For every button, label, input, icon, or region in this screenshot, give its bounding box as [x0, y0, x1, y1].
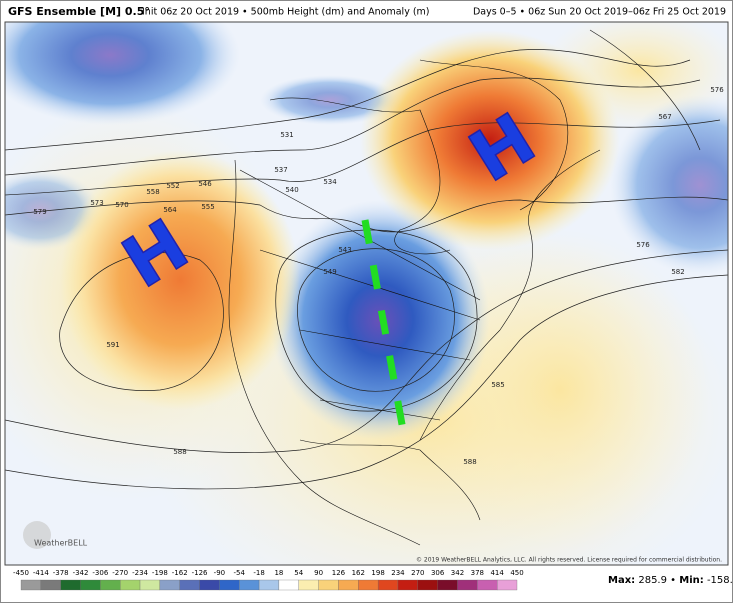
contour-label: 588 [463, 458, 476, 466]
colorbar-label: -450 [13, 569, 29, 577]
colorbar-label: -54 [234, 569, 246, 577]
colorbar-swatch [318, 579, 339, 591]
max-value: 285.9 [638, 575, 667, 586]
colorbar-label: 18 [274, 569, 283, 577]
contour-label: 576 [636, 241, 650, 249]
contour-label: 591 [106, 341, 119, 349]
contour-label: 585 [491, 381, 504, 389]
colorbar-label: 270 [411, 569, 424, 577]
colorbar-swatch [20, 579, 41, 591]
colorbar-label: 126 [332, 569, 346, 577]
colorbar-swatch [338, 579, 359, 591]
contour-label: 570 [115, 201, 128, 209]
contour-label: 582 [671, 268, 684, 276]
colorbar-swatch [437, 579, 458, 591]
colorbar-label: 414 [490, 569, 504, 577]
colorbar-label: 90 [314, 569, 323, 577]
logo: WeatherBELL [34, 539, 88, 548]
colorbar-label: 198 [371, 569, 384, 577]
contour-label: 573 [90, 199, 103, 207]
colorbar-label: 162 [352, 569, 365, 577]
subtitle: Init 06z 20 Oct 2019 • 500mb Height (dm)… [142, 7, 430, 18]
colorbar-label: 378 [471, 569, 484, 577]
colorbar-swatch [278, 579, 299, 591]
colorbar-label: 450 [510, 569, 523, 577]
colorbar-label: -162 [172, 569, 188, 577]
colorbar-swatch [219, 579, 240, 591]
contour-label: 537 [274, 166, 287, 174]
colorbar-label: -126 [192, 569, 208, 577]
contour-label: 558 [146, 188, 159, 196]
colorbar-swatch [159, 579, 180, 591]
colorbar-swatch [40, 579, 61, 591]
separator: • [670, 575, 676, 586]
colorbar-label: -18 [253, 569, 264, 577]
contour-label: 567 [658, 113, 671, 121]
contours [5, 29, 728, 490]
colorbar-label: -306 [92, 569, 108, 577]
colorbar-swatch [258, 579, 280, 591]
contour-label: 534 [323, 178, 337, 186]
map-border [4, 21, 729, 566]
stats: Max: 285.9 • Min: -158.7 [608, 575, 733, 586]
logo-icon [23, 521, 51, 549]
contour-label: 552 [166, 182, 179, 190]
colorbar-label: -90 [214, 569, 225, 577]
colorbar-label: -234 [132, 569, 148, 577]
colorbar-label: -270 [112, 569, 128, 577]
colorbar-swatch [199, 579, 220, 591]
colorbar-swatch [60, 579, 81, 591]
colorbar-swatch [477, 579, 498, 591]
title: GFS Ensemble [M] 0.5° [8, 5, 150, 18]
contour-label: 579 [33, 208, 46, 216]
colorbar-swatch [179, 579, 200, 591]
trough-axis [361, 219, 407, 431]
colorbar-swatch [417, 579, 438, 591]
contour-label: 588 [173, 448, 186, 456]
colorbar-swatch [298, 579, 319, 591]
contour-label: 549 [323, 268, 336, 276]
colorbar-swatch [100, 579, 121, 591]
colorbar-label: 54 [294, 569, 303, 577]
colorbar-label: -378 [53, 569, 69, 577]
contour-label: 540 [285, 186, 298, 194]
colorbar-swatch [397, 579, 418, 591]
contour-label: 546 [198, 180, 212, 188]
colorbar-swatch [139, 579, 161, 591]
colorbar-swatch [239, 579, 260, 591]
copyright: © 2019 WeatherBELL Analytics, LLC. All r… [416, 557, 722, 564]
min-value: -158.7 [707, 575, 733, 586]
colorbar-label: 234 [391, 569, 405, 577]
colorbar-swatch [457, 579, 478, 591]
colorbar-label: -342 [73, 569, 89, 577]
contour-label: 555 [201, 203, 214, 211]
colorbar-swatch [377, 579, 399, 591]
colorbar-swatch [120, 579, 141, 591]
min-label: Min: [679, 575, 704, 586]
colorbar-label: -198 [152, 569, 168, 577]
coastlines [228, 59, 601, 546]
colorbar-label: -414 [33, 569, 49, 577]
colorbar-swatch [358, 579, 379, 591]
period: Days 0–5 • 06z Sun 20 Oct 2019–06z Fri 2… [473, 7, 726, 18]
colorbar-label: 306 [431, 569, 445, 577]
max-label: Max: [608, 575, 635, 586]
contour-label: 576 [710, 86, 724, 94]
colorbar-swatch [497, 579, 518, 591]
contour-label: 531 [280, 131, 293, 139]
contour-label: 564 [163, 206, 177, 214]
colorbar-swatch [80, 579, 101, 591]
colorbar-label: 342 [451, 569, 464, 577]
contour-label: 543 [338, 246, 351, 254]
